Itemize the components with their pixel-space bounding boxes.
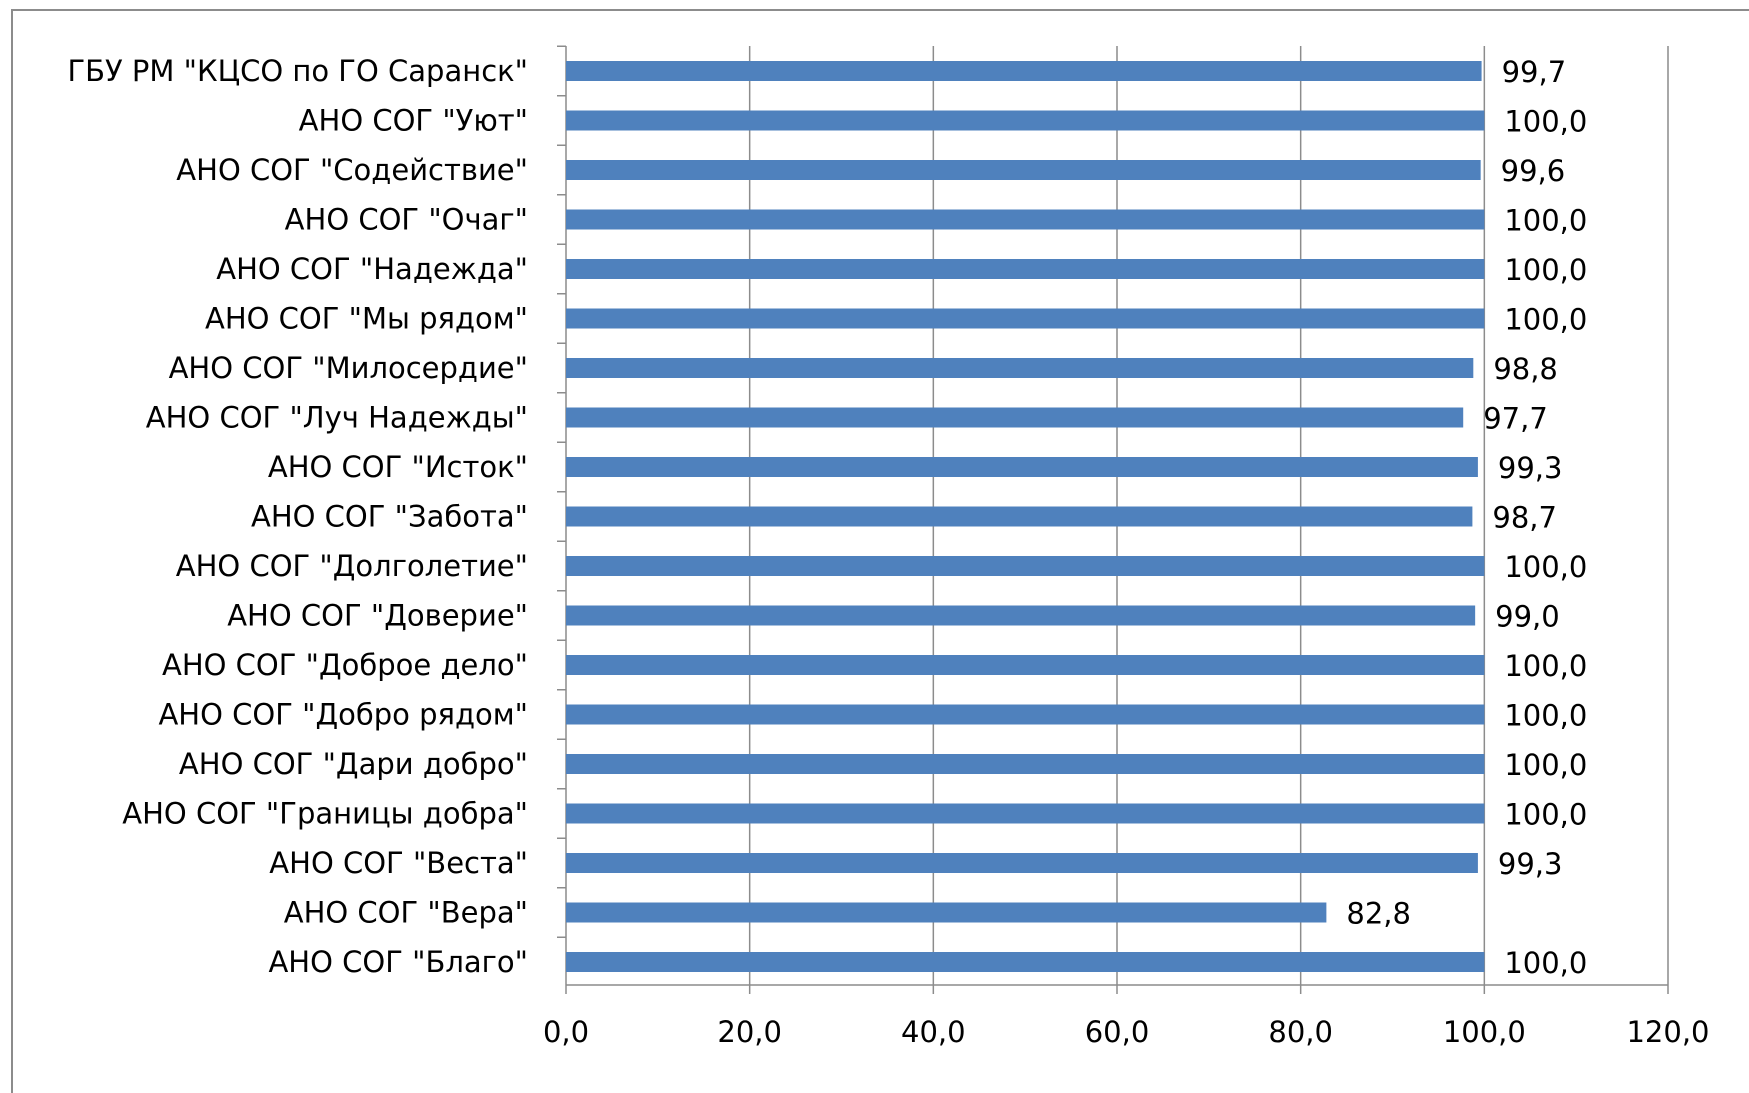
x-tick-label: 0,0 <box>543 1015 589 1049</box>
x-tick-labels: 0,0 20,0 40,0 60,0 80,0 100,0 120,0 <box>543 1015 1710 1049</box>
bar <box>566 853 1478 873</box>
category-label: АНО СОГ "Милосердие" <box>169 351 528 385</box>
value-label: 100,0 <box>1504 303 1587 337</box>
category-label: ГБУ РМ "КЦСО по ГО Саранск" <box>67 54 528 88</box>
value-label: 100,0 <box>1504 253 1587 287</box>
value-label: 100,0 <box>1504 204 1587 238</box>
bar <box>566 309 1484 329</box>
category-label: АНО СОГ "Вера" <box>284 896 528 930</box>
value-label: 100,0 <box>1504 649 1587 683</box>
bar <box>566 903 1326 923</box>
value-label: 100,0 <box>1504 699 1587 733</box>
category-label: АНО СОГ "Забота" <box>251 500 528 534</box>
x-tick-label: 120,0 <box>1626 1015 1709 1049</box>
category-label: АНО СОГ "Веста" <box>269 846 528 880</box>
category-label: АНО СОГ "Исток" <box>268 450 528 484</box>
category-label: АНО СОГ "Очаг" <box>285 203 528 237</box>
bar <box>566 606 1475 626</box>
value-label: 82,8 <box>1346 897 1411 931</box>
category-label: АНО СОГ "Дари добро" <box>179 747 528 781</box>
bar <box>566 556 1484 576</box>
bars <box>566 61 1484 972</box>
x-tick-label: 40,0 <box>901 1015 966 1049</box>
category-label: АНО СОГ "Содействие" <box>176 153 528 187</box>
bar <box>566 655 1484 675</box>
bar <box>566 259 1484 279</box>
bar <box>566 61 1482 81</box>
category-label: АНО СОГ "Границы добра" <box>122 797 528 831</box>
category-label: АНО СОГ "Долголетие" <box>176 549 528 583</box>
value-label: 99,0 <box>1495 600 1560 634</box>
x-tick-label: 100,0 <box>1443 1015 1526 1049</box>
bar <box>566 457 1478 477</box>
category-label: АНО СОГ "Надежда" <box>216 252 528 286</box>
category-label: АНО СОГ "Луч Надежды" <box>146 401 528 435</box>
value-label: 99,7 <box>1502 55 1567 89</box>
bar <box>566 210 1484 230</box>
bar <box>566 705 1484 725</box>
x-tick-label: 80,0 <box>1268 1015 1333 1049</box>
value-label: 98,7 <box>1492 501 1557 535</box>
bar <box>566 754 1484 774</box>
value-label: 100,0 <box>1504 105 1587 139</box>
category-label: АНО СОГ "Мы рядом" <box>205 302 528 336</box>
bar <box>566 408 1463 428</box>
bar <box>566 952 1484 972</box>
bar <box>566 358 1473 378</box>
value-label: 100,0 <box>1504 946 1587 980</box>
x-tick-label: 60,0 <box>1085 1015 1150 1049</box>
category-labels: ГБУ РМ "КЦСО по ГО Саранск" АНО СОГ "Уют"… <box>67 54 528 979</box>
category-label: АНО СОГ "Уют" <box>299 104 528 138</box>
bar <box>566 804 1484 824</box>
bar <box>566 111 1484 131</box>
category-label: АНО СОГ "Доброе дело" <box>162 648 528 682</box>
value-label: 100,0 <box>1504 550 1587 584</box>
value-label: 100,0 <box>1504 798 1587 832</box>
x-tick-label: 20,0 <box>717 1015 782 1049</box>
value-label: 99,3 <box>1498 451 1563 485</box>
value-label: 97,7 <box>1483 402 1548 436</box>
value-label: 99,3 <box>1498 847 1563 881</box>
bar <box>566 507 1472 527</box>
value-label: 100,0 <box>1504 748 1587 782</box>
category-label: АНО СОГ "Добро рядом" <box>158 698 528 732</box>
value-label: 99,6 <box>1501 154 1566 188</box>
category-label: АНО СОГ "Доверие" <box>227 599 528 633</box>
category-label: АНО СОГ "Благо" <box>268 945 528 979</box>
value-label: 98,8 <box>1493 352 1558 386</box>
bar <box>566 160 1481 180</box>
